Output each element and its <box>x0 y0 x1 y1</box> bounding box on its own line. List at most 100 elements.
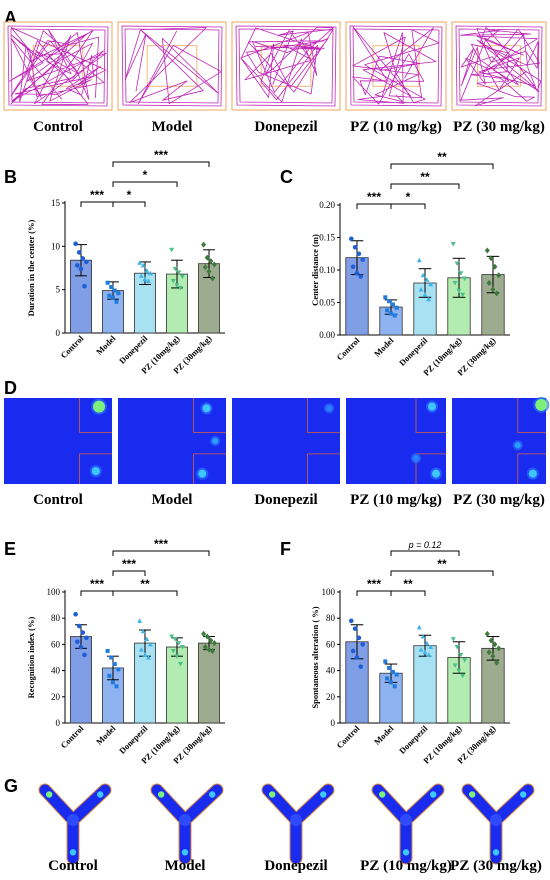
data-point <box>73 611 78 617</box>
data-point <box>114 299 119 304</box>
y-tick-label: 10 <box>51 241 61 251</box>
data-point <box>75 263 80 268</box>
data-point <box>211 640 217 647</box>
data-point <box>490 286 496 293</box>
data-point <box>426 652 432 657</box>
y-tick-label: 0 <box>56 718 61 728</box>
data-point <box>110 680 115 685</box>
y-axis-label: Duration in the center (%) <box>26 220 36 317</box>
data-point <box>201 241 207 248</box>
category-label: Model <box>94 723 118 747</box>
maze-heat-spot <box>97 791 104 798</box>
maze-heat-spot <box>379 791 386 798</box>
open-field-heatmaps-panel: Control Model Donepezil PZ (10 mg/kg) PZ (30… <box>4 396 550 508</box>
data-point <box>496 645 502 652</box>
data-point <box>424 640 430 646</box>
data-point <box>360 257 366 262</box>
zone-line-bottom <box>79 453 112 484</box>
data-point <box>144 268 150 273</box>
category-label: Control <box>334 335 361 362</box>
heat-spot <box>528 469 537 478</box>
y-tick-label: 0.10 <box>319 265 335 275</box>
y-maze-heatmaps-panel: Control Model Donepezil PZ (10 mg/kg)PZ (30… <box>38 783 542 874</box>
significance-label: *** <box>90 188 104 202</box>
y-tick-label: 100 <box>322 587 336 597</box>
significance-label: *** <box>154 148 168 162</box>
y-tick-label: 0.00 <box>319 330 335 340</box>
group-label: Donepezil <box>264 858 327 874</box>
significance-label: ** <box>403 577 413 591</box>
data-point <box>169 247 175 253</box>
data-point <box>84 259 89 265</box>
significance-label: ** <box>437 150 447 164</box>
significance-label: ** <box>140 577 150 591</box>
data-point <box>454 645 460 650</box>
group-label: PZ (10 mg/kg) <box>360 858 452 874</box>
maze-heat-spot <box>158 791 165 798</box>
data-point <box>426 296 432 302</box>
significance-bracket <box>390 590 426 596</box>
heatmap-tile-0 <box>4 398 112 484</box>
heat-spot <box>428 402 436 411</box>
significance-label: *** <box>90 577 104 591</box>
group-label: Model <box>152 492 193 508</box>
data-point <box>428 281 434 287</box>
zone-line-bottom <box>517 453 546 484</box>
group-label: Control <box>33 119 83 135</box>
data-point <box>348 236 354 242</box>
maze-center <box>400 814 412 826</box>
data-point <box>169 634 175 640</box>
significance-label: *** <box>122 557 136 571</box>
group-label: PZ (30 mg/kg) <box>453 492 545 508</box>
significance-bracket <box>80 590 114 596</box>
heat-spot <box>326 405 333 412</box>
data-point <box>450 242 456 247</box>
data-point <box>424 277 430 282</box>
heat-spot <box>212 438 219 444</box>
data-point <box>486 649 492 656</box>
data-point <box>490 653 496 660</box>
chart-recognition-index: 0 20 40 60 80 100 Recognition index (%) Control… <box>26 537 225 766</box>
heatmap-field <box>346 398 446 484</box>
group-label: Donepezil <box>254 119 317 135</box>
data-point <box>388 311 393 316</box>
chart-center-distance: 0.00 0.05 0.10 0.15 0.20 Center distance (m) C… <box>310 150 510 378</box>
y-tick-label: 0.05 <box>319 298 335 308</box>
data-point <box>348 618 354 624</box>
panel-label-b: B <box>4 167 17 187</box>
panel-label-g: G <box>4 776 18 796</box>
significance-bracket <box>390 550 460 556</box>
data-point <box>112 662 117 667</box>
category-label: Donepezil <box>397 723 430 756</box>
heat-spot <box>93 400 106 413</box>
y-axis-label: Center distance (m) <box>310 234 320 306</box>
heat-spot <box>413 455 419 462</box>
data-point <box>112 288 117 293</box>
panel-label-e: E <box>4 539 16 559</box>
data-point <box>147 270 153 276</box>
data-point <box>116 667 121 672</box>
y-tick-label: 0.15 <box>319 233 335 243</box>
data-point <box>145 278 151 283</box>
data-point <box>172 637 178 642</box>
data-point <box>390 302 395 307</box>
maze-heat-spot <box>209 791 216 798</box>
maze-heat-spot <box>402 849 410 856</box>
maze-heat-spot <box>430 791 437 798</box>
track-tile-1 <box>117 21 227 111</box>
significance-bracket <box>112 181 178 187</box>
group-label: PZ (30 mg/kg) <box>450 858 542 874</box>
group-label: PZ (10 mg/kg) <box>350 119 442 135</box>
maze-heat-spot <box>469 791 476 798</box>
data-point <box>116 291 121 296</box>
significance-bracket <box>390 183 460 189</box>
data-point <box>458 271 464 276</box>
trajectory-trace <box>121 25 223 107</box>
category-label: Donepezil <box>117 723 150 756</box>
data-point <box>492 263 498 270</box>
data-point <box>496 272 502 279</box>
panel-label-f: F <box>280 539 291 559</box>
data-point <box>460 292 466 298</box>
data-point <box>420 634 426 639</box>
y-tick-label: 0 <box>331 718 336 728</box>
